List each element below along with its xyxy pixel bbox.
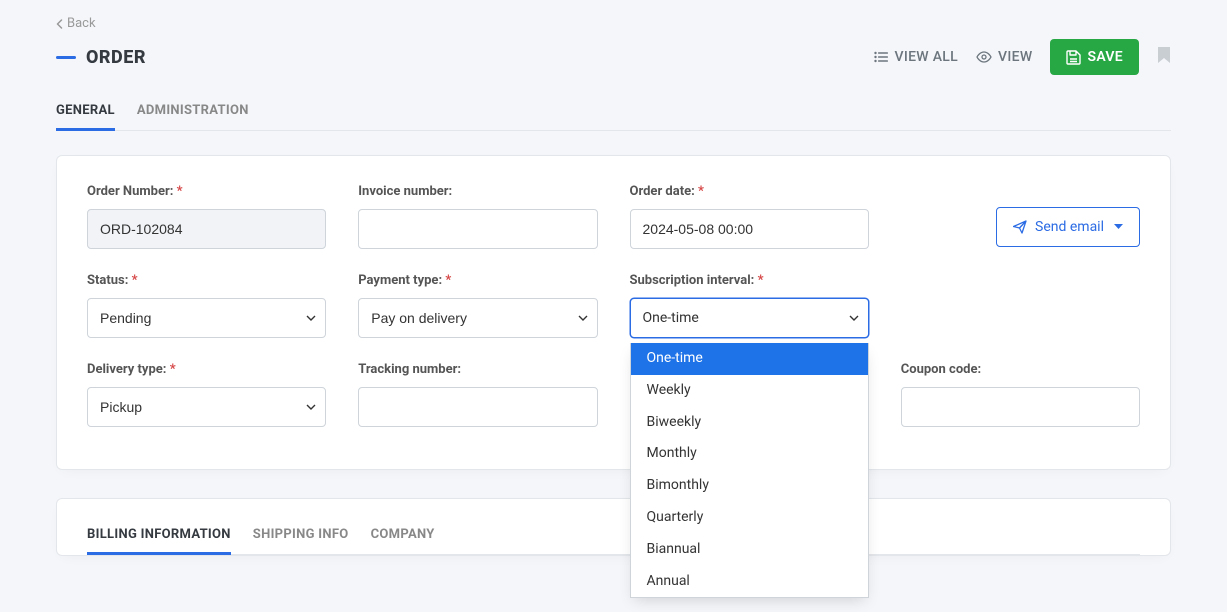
payment-type-select[interactable]: Pay on delivery — [358, 298, 597, 338]
billing-section-card: BILLING INFORMATION SHIPPING INFO COMPAN… — [56, 498, 1171, 556]
order-number-label-text: Order Number: — [87, 184, 173, 199]
bookmark-icon[interactable] — [1157, 46, 1171, 68]
dropdown-option-monthly[interactable]: Monthly — [631, 438, 868, 470]
dropdown-option-weekly[interactable]: Weekly — [631, 375, 868, 407]
dropdown-option-biannual[interactable]: Biannual — [631, 534, 868, 566]
order-number-label: Order Number: * — [87, 184, 326, 199]
invoice-number-label: Invoice number: — [358, 184, 597, 199]
order-form-card: Order Number: * Invoice number: Order da… — [56, 155, 1171, 470]
dropdown-option-bimonthly[interactable]: Bimonthly — [631, 470, 868, 502]
invoice-number-input[interactable] — [358, 209, 597, 249]
view-button[interactable]: VIEW — [976, 49, 1032, 65]
caret-down-icon — [1114, 224, 1123, 230]
send-email-button[interactable]: Send email — [996, 207, 1140, 247]
status-select[interactable]: Pending — [87, 298, 326, 338]
order-date-input[interactable] — [630, 209, 869, 249]
tracking-number-input[interactable] — [358, 387, 597, 427]
subtab-shipping[interactable]: SHIPPING INFO — [253, 527, 349, 554]
required-mark: * — [445, 273, 451, 288]
save-icon — [1066, 50, 1081, 65]
tracking-number-label: Tracking number: — [358, 362, 597, 377]
order-date-label-text: Order date: — [630, 184, 695, 199]
dropdown-option-quarterly[interactable]: Quarterly — [631, 502, 868, 534]
title-accent — [56, 56, 76, 59]
delivery-type-label-text: Delivery type: — [87, 362, 166, 377]
payment-type-label: Payment type: * — [358, 273, 597, 288]
dropdown-option-annual[interactable]: Annual — [631, 566, 868, 598]
back-label: Back — [67, 16, 96, 31]
page-title: ORDER — [86, 47, 146, 68]
send-email-label: Send email — [1035, 219, 1104, 235]
subscription-interval-value: One-time — [643, 310, 699, 326]
subscription-interval-select[interactable]: One-time — [630, 298, 869, 338]
coupon-code-label: Coupon code: — [901, 362, 1140, 377]
view-label: VIEW — [998, 49, 1032, 65]
required-mark: * — [758, 273, 764, 288]
paper-plane-icon — [1013, 220, 1027, 234]
chevron-left-icon — [56, 19, 63, 29]
status-label: Status: * — [87, 273, 326, 288]
order-date-label: Order date: * — [630, 184, 869, 199]
order-number-input[interactable] — [87, 209, 326, 249]
dropdown-option-one-time[interactable]: One-time — [631, 343, 868, 375]
subscription-interval-dropdown: One-time Weekly Biweekly Monthly Bimonth… — [630, 343, 869, 598]
required-mark: * — [132, 273, 138, 288]
tab-administration[interactable]: ADMINISTRATION — [137, 103, 249, 130]
dropdown-option-biweekly[interactable]: Biweekly — [631, 407, 868, 439]
required-mark: * — [698, 184, 704, 199]
back-link[interactable]: Back — [56, 16, 96, 31]
view-all-button[interactable]: VIEW ALL — [874, 49, 959, 65]
view-all-label: VIEW ALL — [895, 49, 959, 65]
list-icon — [874, 51, 889, 63]
delivery-type-label: Delivery type: * — [87, 362, 326, 377]
required-mark: * — [177, 184, 183, 199]
tab-general[interactable]: GENERAL — [56, 103, 115, 131]
eye-icon — [976, 51, 992, 63]
subscription-interval-label: Subscription interval: * — [630, 273, 869, 288]
subtab-company[interactable]: COMPANY — [371, 527, 435, 554]
status-label-text: Status: — [87, 273, 128, 288]
coupon-code-input[interactable] — [901, 387, 1140, 427]
subscription-interval-label-text: Subscription interval: — [630, 273, 755, 288]
save-label: SAVE — [1087, 49, 1123, 65]
save-button[interactable]: SAVE — [1050, 39, 1139, 75]
delivery-type-select[interactable]: Pickup — [87, 387, 326, 427]
required-mark: * — [170, 362, 176, 377]
subtab-billing[interactable]: BILLING INFORMATION — [87, 527, 231, 555]
payment-type-label-text: Payment type: — [358, 273, 442, 288]
